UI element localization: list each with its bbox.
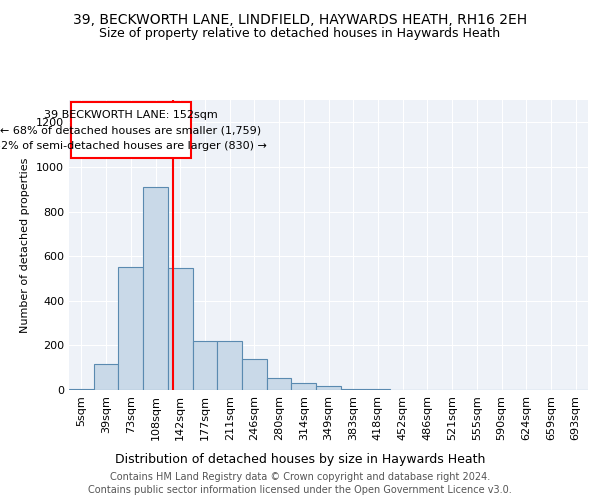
Y-axis label: Number of detached properties: Number of detached properties <box>20 158 31 332</box>
Bar <box>316 386 341 390</box>
Text: 39 BECKWORTH LANE: 152sqm
← 68% of detached houses are smaller (1,759)
32% of se: 39 BECKWORTH LANE: 152sqm ← 68% of detac… <box>0 110 267 150</box>
Text: Contains public sector information licensed under the Open Government Licence v3: Contains public sector information licen… <box>88 485 512 495</box>
Text: Distribution of detached houses by size in Haywards Heath: Distribution of detached houses by size … <box>115 452 485 466</box>
Bar <box>365 389 390 390</box>
Bar <box>69 389 94 390</box>
Bar <box>267 378 292 390</box>
Bar <box>94 364 118 390</box>
Bar <box>341 389 365 390</box>
Bar <box>143 187 168 390</box>
Bar <box>118 268 143 390</box>
Bar <box>193 341 217 390</box>
Text: 39, BECKWORTH LANE, LINDFIELD, HAYWARDS HEATH, RH16 2EH: 39, BECKWORTH LANE, LINDFIELD, HAYWARDS … <box>73 12 527 26</box>
Bar <box>217 341 242 390</box>
Bar <box>292 384 316 390</box>
Text: Contains HM Land Registry data © Crown copyright and database right 2024.: Contains HM Land Registry data © Crown c… <box>110 472 490 482</box>
Text: Size of property relative to detached houses in Haywards Heath: Size of property relative to detached ho… <box>100 28 500 40</box>
Bar <box>168 268 193 390</box>
Bar <box>242 359 267 390</box>
